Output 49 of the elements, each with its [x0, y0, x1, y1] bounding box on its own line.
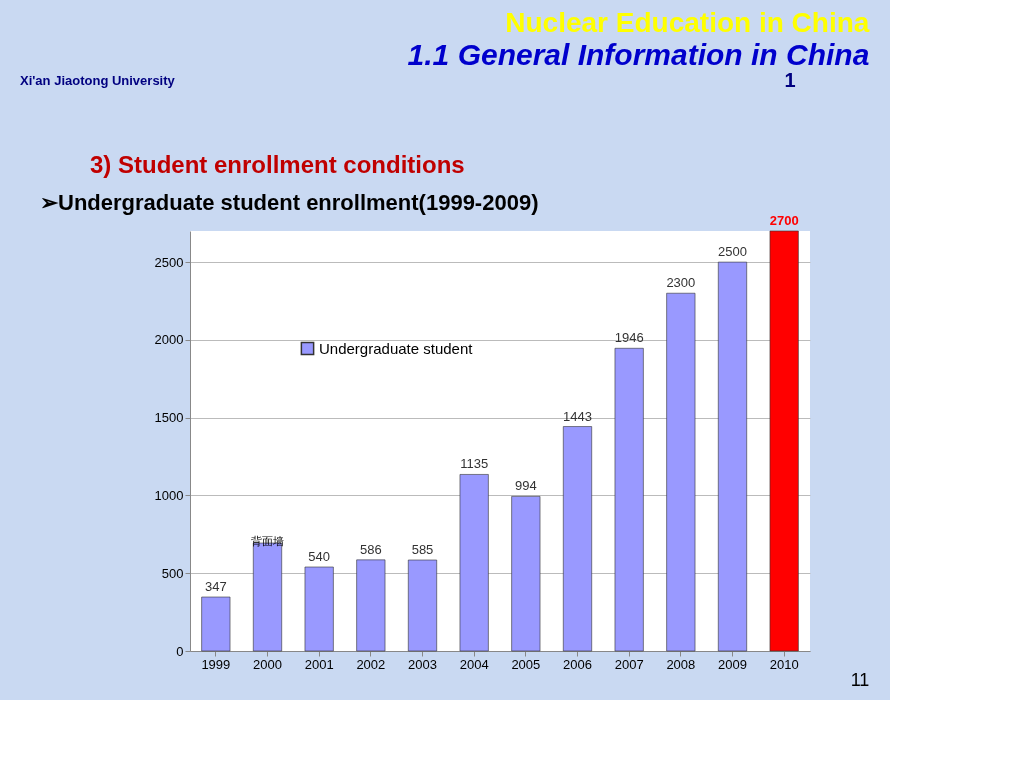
legend-label: Undergraduate student	[319, 339, 474, 357]
bar	[666, 292, 696, 652]
x-tick-label: 2003	[408, 656, 437, 672]
data-label: 586	[359, 541, 382, 557]
data-label: 347	[204, 579, 227, 595]
data-label: 2700	[769, 213, 799, 228]
data-label: 540	[308, 549, 331, 564]
annotation: 背面墙	[251, 535, 284, 549]
bar	[562, 426, 593, 652]
x-tick-label: 2000	[253, 656, 282, 672]
data-label: 2500	[718, 244, 747, 260]
y-tick-label: 1000	[154, 487, 184, 503]
x-tick-label: 2006	[563, 656, 592, 672]
bar	[614, 347, 644, 652]
text: 1	[784, 69, 796, 91]
bar	[459, 474, 489, 652]
x-tick-label: 2010	[769, 656, 799, 672]
chart-subtitle: 1.1 General Information in China	[407, 38, 870, 71]
x-tick-label: 2008	[666, 656, 696, 672]
chart-title: Nuclear Education in China	[505, 7, 870, 38]
y-tick-label: 1500	[154, 410, 184, 426]
bar	[511, 496, 541, 652]
data-label: 1443	[563, 408, 592, 424]
x-tick-label: 2009	[718, 656, 747, 672]
bar	[201, 596, 231, 652]
text: 3) Student enrollment conditions	[90, 151, 465, 178]
x-tick-label: 2002	[356, 656, 386, 672]
text: 11	[850, 670, 870, 690]
x-tick-label: 2007	[614, 656, 644, 672]
bar	[769, 230, 799, 652]
data-label: 585	[411, 542, 434, 557]
y-tick-label: 2500	[154, 254, 184, 270]
bar	[304, 566, 334, 652]
y-tick-label: 0	[176, 643, 184, 659]
bar	[717, 261, 748, 652]
data-label: 1946	[614, 330, 644, 346]
x-tick-label: 1999	[201, 656, 231, 672]
y-tick-label: 2000	[154, 332, 184, 348]
text: Xi'an Jiaotong University	[20, 73, 176, 88]
data-label: 994	[514, 478, 537, 494]
y-tick-label: 500	[161, 565, 184, 581]
bar	[356, 559, 386, 652]
x-tick-label: 2005	[511, 656, 541, 672]
bar	[407, 559, 438, 652]
data-label: 2300	[666, 275, 696, 291]
text: ➢Undergraduate student enrollment(1999-2009)	[40, 190, 539, 215]
x-tick-label: 2001	[304, 656, 334, 672]
data-label: 1135	[460, 456, 489, 472]
x-tick-label: 2004	[459, 656, 489, 672]
